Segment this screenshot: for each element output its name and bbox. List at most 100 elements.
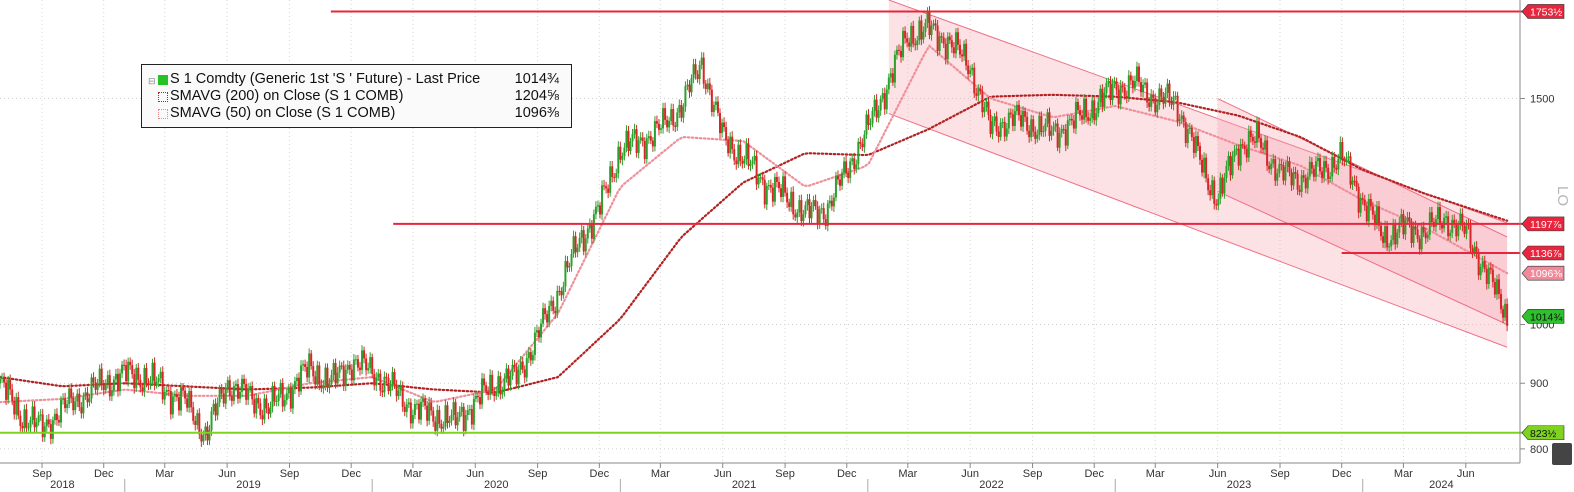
candle-body [1127,75,1130,98]
candle-body [893,54,896,83]
x-tick-label: Jun [466,468,484,480]
x-tick-label: Sep [1023,468,1043,480]
candle-body [1485,269,1488,285]
candle-body [1455,223,1458,237]
candle-body [417,403,420,420]
candle-body [1101,88,1104,107]
candle-body [594,206,597,215]
candle-body [1148,102,1151,107]
candle-body [1471,248,1474,253]
candle-body [881,93,884,99]
candle-body [295,377,298,382]
candle-body [377,373,380,378]
candle-body [1319,157,1321,172]
candle-body [914,43,917,46]
candle-body [94,382,97,390]
candle-body [462,406,465,431]
candle-body [472,398,475,425]
candle-body [1408,217,1411,223]
candle-body [824,219,827,226]
x-tick-label: Dec [837,468,857,480]
ma200-swatch-icon [158,92,168,102]
candle-body [318,365,321,385]
candle-body [1414,226,1417,230]
candle-body [1156,104,1159,113]
candle-body [647,136,650,139]
candle-body [971,67,974,71]
candle-body [822,208,825,220]
candle-body [607,188,610,193]
candle-body [1162,96,1165,104]
candle-body [1473,246,1476,253]
candle-body [1445,216,1448,218]
candle-body [15,397,18,415]
candle-body [643,141,646,160]
candle-body [623,147,626,156]
candle-body [1500,294,1503,310]
candle-body [875,99,878,118]
x-tick-label: Jun [961,468,979,480]
candle-body [684,86,687,107]
price-tag [1521,265,1565,281]
year-label: 2018 [50,479,74,491]
candle-body [759,177,762,179]
x-tick-label: Mar [403,468,422,480]
candle-body [239,391,241,399]
candle-body [1463,226,1466,234]
candle-body [169,391,172,415]
candle-body [1357,187,1360,213]
candle-body [269,406,272,414]
candle-body [775,176,778,182]
candle-body [316,365,319,385]
candle-body [1506,303,1509,326]
candle-body [897,49,900,51]
candle-body [806,199,809,206]
candle-body [1015,104,1018,112]
candle-body [1290,172,1293,186]
candle-body [220,388,223,394]
candle-body [348,364,351,370]
candle-body [119,373,121,392]
year-label: 2019 [236,479,260,491]
candle-body [857,141,860,165]
candle-body [489,374,492,395]
candle-body [847,173,850,179]
year-label: 2020 [484,479,508,491]
candle-body [1196,136,1199,146]
candle-body [426,405,429,421]
candle-body [733,149,736,161]
candle-body [216,402,219,416]
candle-body [1282,165,1285,181]
candle-body [771,187,774,202]
candle-body [757,177,760,185]
candle-body [576,247,579,253]
horizontal-levels [0,10,1524,434]
candle-body [495,391,498,397]
candle-body [1207,178,1210,191]
candle-body [194,420,197,425]
candle-body [1190,127,1193,138]
candle-body [830,200,833,207]
candle-body [826,203,829,226]
x-tick-label: Sep [1270,468,1290,480]
candle-body [450,414,453,421]
candle-body [887,77,890,90]
candle-body [1329,176,1332,180]
candle-body [798,200,801,213]
candle-body [60,399,63,423]
candle-body [1229,155,1232,176]
tree-toggle-icon[interactable]: ⊟ [148,76,156,86]
candle-body [938,36,941,51]
ma200-line [0,93,1509,394]
candle-body [969,70,972,75]
candle-body [407,402,410,405]
candle-body [1386,226,1389,248]
candle-body [1363,199,1366,206]
candle-body [989,114,992,134]
candle-body [944,43,947,60]
candle-body [1062,128,1065,130]
candle-body [430,402,433,411]
candle-body [1343,160,1346,162]
candle-body [1022,110,1025,127]
candle-body [889,73,892,78]
